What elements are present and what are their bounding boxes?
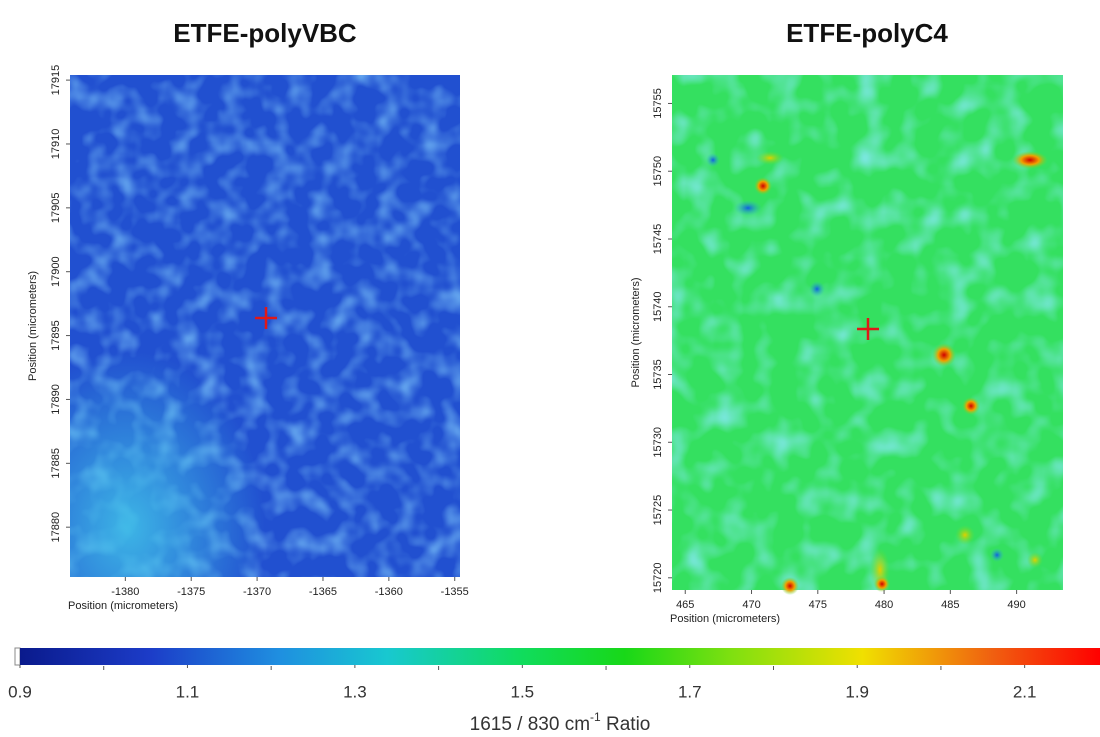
y-tick-label: 17915: [50, 65, 62, 96]
colorbar-tick-label: 1.7: [678, 682, 702, 701]
y-tick-label: 15735: [652, 359, 664, 390]
x-axis-label: Position (micrometers): [670, 613, 780, 625]
y-tick-label: 15745: [652, 224, 664, 255]
x-tick-label: -1365: [309, 586, 337, 598]
colorbar-tick-label: 1.1: [176, 682, 200, 701]
y-tick-label: 15750: [652, 156, 664, 187]
y-axis-label: Position (micrometers): [630, 277, 642, 387]
y-tick-label: 17895: [50, 320, 62, 351]
x-tick-label: -1380: [111, 586, 139, 598]
colorbar-tick-label: 1.3: [343, 682, 367, 701]
y-axis-label: Position (micrometers): [27, 271, 39, 381]
x-tick-label: -1360: [375, 586, 403, 598]
y-tick-label: 17880: [50, 512, 62, 543]
y-tick-label: 17890: [50, 384, 62, 415]
x-tick-label: 470: [742, 599, 760, 611]
x-tick-label: 465: [676, 599, 694, 611]
y-tick-label: 15740: [652, 291, 664, 322]
x-tick-label: -1355: [441, 586, 469, 598]
colorbar-label-end: Ratio: [601, 714, 651, 735]
colorbar-tick-label: 1.5: [511, 682, 535, 701]
chart-title: ETFE-polyVBC: [173, 18, 357, 48]
y-tick-label: 15755: [652, 88, 664, 119]
x-tick-label: 475: [809, 599, 827, 611]
x-tick-label: -1370: [243, 586, 271, 598]
x-tick-label: 490: [1007, 599, 1025, 611]
x-tick-label: 485: [941, 599, 959, 611]
x-tick-label: -1375: [177, 586, 205, 598]
colorbar-tick-label: 1.9: [845, 682, 869, 701]
colorbar-tick-label: 2.1: [1013, 682, 1037, 701]
x-axis-label: Position (micrometers): [68, 600, 178, 612]
y-tick-label: 15720: [652, 563, 664, 594]
heatmap-image-right: [672, 75, 1063, 595]
y-tick-label: 17905: [50, 193, 62, 224]
y-tick-label: 15730: [652, 427, 664, 458]
colorbar-label-sup: -1: [590, 710, 601, 724]
y-tick-label: 17910: [50, 129, 62, 160]
colorbar-label: 1615 / 830 cm-1 Ratio: [470, 710, 651, 735]
colorbar-label-main: 1615 / 830 cm: [470, 714, 590, 735]
heatmap-image-left: [70, 75, 460, 577]
colorbar: [20, 648, 1100, 665]
chart-title: ETFE-polyC4: [786, 18, 948, 48]
colorbar-tick-label: 0.9: [8, 682, 32, 701]
colorbar-under-marker: [14, 647, 21, 666]
y-tick-label: 17900: [50, 256, 62, 287]
y-tick-label: 15725: [652, 495, 664, 526]
y-tick-label: 17885: [50, 448, 62, 479]
x-tick-label: 480: [875, 599, 893, 611]
